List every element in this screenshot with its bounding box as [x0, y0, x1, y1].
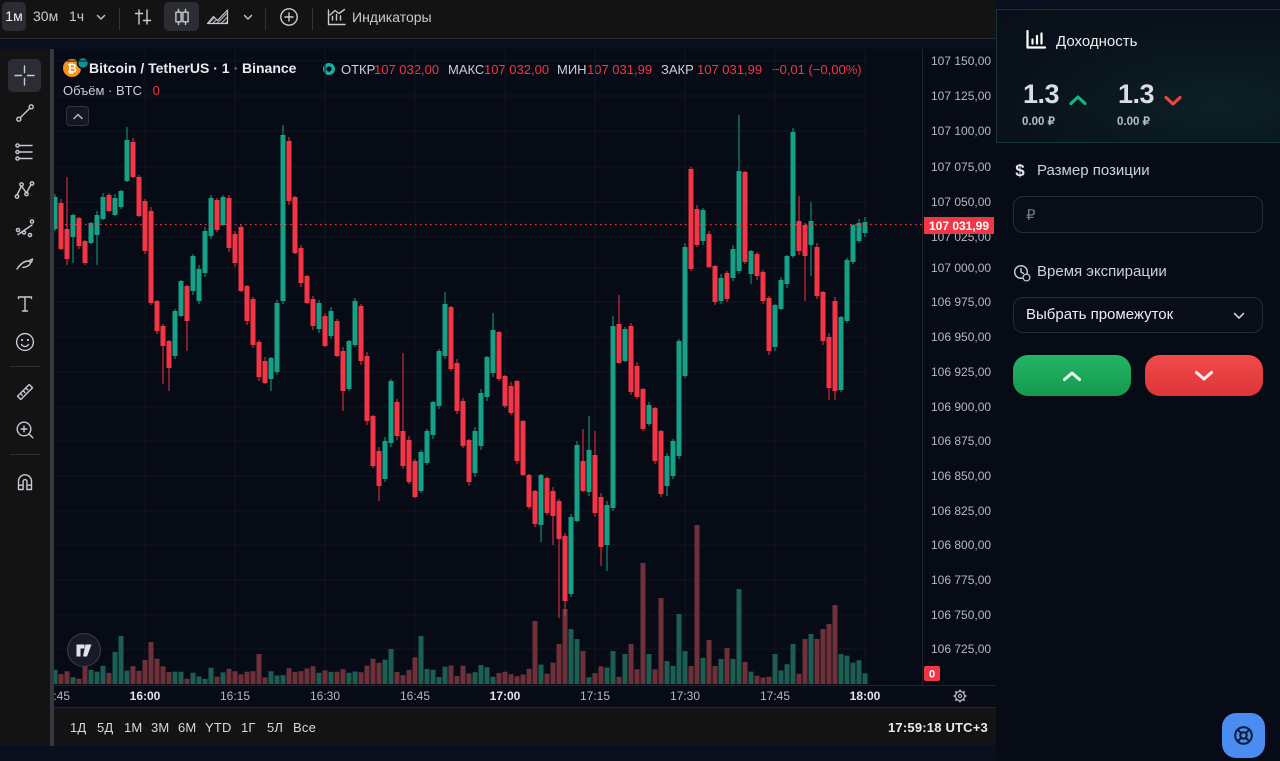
svg-text:16:00: 16:00	[130, 689, 161, 703]
svg-text:$: $	[1015, 161, 1025, 180]
svg-text:107 000,00: 107 000,00	[931, 261, 991, 275]
svg-text:106 950,00: 106 950,00	[931, 330, 991, 344]
svg-text:107 031,99: 107 031,99	[929, 219, 989, 233]
svg-text:107 075,00: 107 075,00	[931, 160, 991, 174]
svg-text:106 875,00: 106 875,00	[931, 434, 991, 448]
svg-text:0: 0	[929, 669, 935, 681]
svg-text:106 925,00: 106 925,00	[931, 365, 991, 379]
svg-text:106 900,00: 106 900,00	[931, 400, 991, 414]
svg-text:107 150,00: 107 150,00	[931, 54, 991, 68]
svg-text:106 725,00: 106 725,00	[931, 642, 991, 656]
svg-text:17:00: 17:00	[490, 689, 521, 703]
svg-text:16:30: 16:30	[310, 689, 340, 703]
svg-text:106 750,00: 106 750,00	[931, 608, 991, 622]
svg-text:106 800,00: 106 800,00	[931, 538, 991, 552]
svg-text:106 975,00: 106 975,00	[931, 295, 991, 309]
svg-text:16:45: 16:45	[400, 689, 430, 703]
svg-text:106 775,00: 106 775,00	[931, 573, 991, 587]
svg-text:₿: ₿	[67, 62, 77, 76]
svg-text:16:15: 16:15	[220, 689, 250, 703]
svg-text:15:45: 15:45	[54, 689, 70, 703]
svg-text:106 850,00: 106 850,00	[931, 469, 991, 483]
svg-text:18:00: 18:00	[850, 689, 881, 703]
svg-text:106 825,00: 106 825,00	[931, 504, 991, 518]
svg-text:17:15: 17:15	[580, 689, 610, 703]
svg-text:107 100,00: 107 100,00	[931, 124, 991, 138]
svg-text:17:45: 17:45	[760, 689, 790, 703]
svg-text:107 125,00: 107 125,00	[931, 89, 991, 103]
svg-text:107 050,00: 107 050,00	[931, 195, 991, 209]
svg-text:17:30: 17:30	[670, 689, 700, 703]
